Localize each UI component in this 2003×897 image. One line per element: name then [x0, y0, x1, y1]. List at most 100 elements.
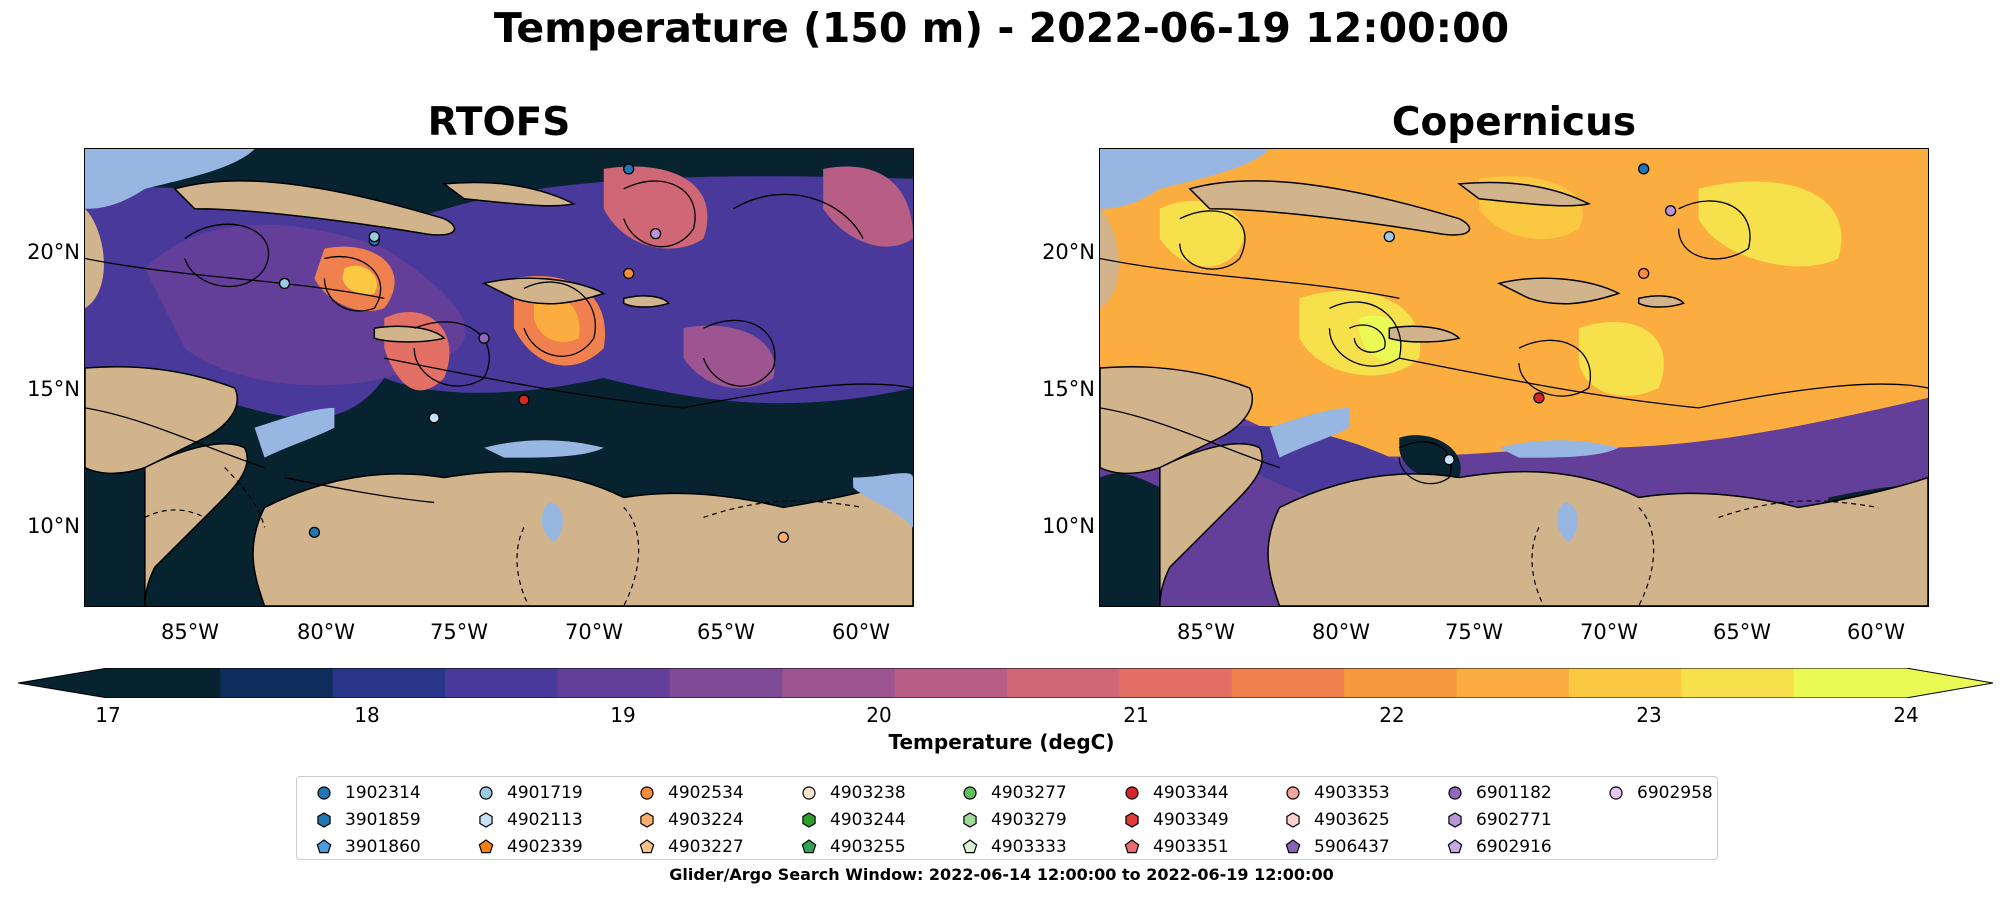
pentagon-marker-icon [801, 839, 817, 854]
hexagon-marker-icon [640, 812, 654, 828]
pentagon-marker-icon [1124, 839, 1140, 854]
legend-item: 4903351 [1123, 837, 1229, 857]
colorbar-segment [1681, 668, 1795, 698]
legend-item-label: 4903344 [1153, 783, 1229, 803]
legend-item: 4903227 [638, 837, 744, 857]
circle-marker-icon [1125, 786, 1139, 800]
y-tick-left-1: 15°N [27, 377, 80, 401]
x-tick-left-1: 80°W [297, 620, 355, 644]
hexagon-marker-icon [1125, 812, 1139, 828]
legend-item: 3901860 [315, 837, 421, 857]
legend-item-label: 4901719 [507, 783, 583, 803]
x-tick-right-0: 85°W [1177, 620, 1235, 644]
legend-item: 4901719 [477, 783, 583, 803]
legend-item: 3901859 [315, 810, 421, 830]
y-tick-left-0: 20°N [27, 240, 80, 264]
legend-item-label: 4903277 [991, 783, 1067, 803]
x-tick-right-2: 75°W [1445, 620, 1503, 644]
x-tick-left-2: 75°W [430, 620, 488, 644]
circle-marker-icon [640, 786, 654, 800]
legend-item: 4903277 [961, 783, 1067, 803]
colorbar-segment [220, 668, 334, 698]
legend-item: 6901182 [1446, 783, 1552, 803]
pentagon-marker-icon [1285, 839, 1301, 854]
legend-item-label: 4903349 [1153, 810, 1229, 830]
legend-item-label: 4903333 [991, 837, 1067, 857]
legend-item: 4902339 [477, 837, 583, 857]
legend-item-label: 4903353 [1314, 783, 1390, 803]
temperature-colorbar [18, 668, 1993, 698]
figure-title: Temperature (150 m) - 2022-06-19 12:00:0… [493, 4, 1510, 52]
float-legend: 1902314 3901859 3901860 4901719 4902113 49023… [296, 776, 1718, 860]
x-tick-left-5: 60°W [832, 620, 890, 644]
hexagon-marker-icon [1448, 812, 1462, 828]
x-tick-right-1: 80°W [1312, 620, 1370, 644]
circle-marker-icon [317, 786, 331, 800]
legend-item-label: 1902314 [345, 783, 421, 803]
legend-item: 6902916 [1446, 837, 1552, 857]
legend-item: 4903625 [1284, 810, 1390, 830]
colorbar-segment [1231, 668, 1345, 698]
circle-marker-icon [1448, 786, 1462, 800]
rtofs-map [84, 148, 914, 607]
colorbar-tick-6: 23 [1636, 703, 1662, 727]
legend-item-label: 6902771 [1476, 810, 1552, 830]
pentagon-marker-icon [316, 839, 332, 854]
legend-item: 4903279 [961, 810, 1067, 830]
colorbar-tick-5: 22 [1379, 703, 1405, 727]
legend-item: 4903353 [1284, 783, 1390, 803]
colorbar-segment [108, 668, 221, 698]
colorbar-segment [557, 668, 671, 698]
legend-item-label: 6902958 [1637, 783, 1713, 803]
legend-item-label: 4903227 [668, 837, 744, 857]
legend-item: 4903344 [1123, 783, 1229, 803]
legend-item: 4903349 [1123, 810, 1229, 830]
y-tick-right-2: 10°N [1042, 514, 1095, 538]
colorbar-segment [894, 668, 1008, 698]
x-tick-left-3: 70°W [565, 620, 623, 644]
legend-item: 4902534 [638, 783, 744, 803]
x-tick-right-4: 65°W [1713, 620, 1771, 644]
colorbar-segment [782, 668, 896, 698]
circle-marker-icon [1286, 786, 1300, 800]
circle-marker-icon [963, 786, 977, 800]
legend-item: 4902113 [477, 810, 583, 830]
colorbar-tick-4: 21 [1123, 703, 1149, 727]
colorbar-segment [332, 668, 446, 698]
search-window-caption: Glider/Argo Search Window: 2022-06-14 12… [669, 865, 1334, 884]
x-tick-right-5: 60°W [1847, 620, 1905, 644]
legend-item: 5906437 [1284, 837, 1390, 857]
legend-item-label: 4902339 [507, 837, 583, 857]
colorbar-tick-3: 20 [866, 703, 892, 727]
colorbar-segment [1793, 668, 1907, 698]
pentagon-marker-icon [639, 839, 655, 854]
legend-item: 4903244 [800, 810, 906, 830]
colorbar-extend-low [18, 668, 108, 698]
circle-marker-icon [802, 786, 816, 800]
hexagon-marker-icon [317, 812, 331, 828]
y-tick-right-0: 20°N [1042, 240, 1095, 264]
legend-item-label: 6902916 [1476, 837, 1552, 857]
legend-item-label: 3901860 [345, 837, 421, 857]
legend-item-label: 4903255 [830, 837, 906, 857]
x-tick-right-3: 70°W [1580, 620, 1638, 644]
x-tick-left-0: 85°W [161, 620, 219, 644]
colorbar-segment [669, 668, 783, 698]
copernicus-map [1099, 148, 1929, 607]
colorbar-label: Temperature (degC) [888, 730, 1115, 754]
panel-title-rtofs: RTOFS [427, 100, 571, 145]
legend-item: 4903255 [800, 837, 906, 857]
colorbar-extend-high [1906, 668, 1993, 698]
colorbar-segment [445, 668, 559, 698]
legend-item-label: 4903238 [830, 783, 906, 803]
colorbar-tick-1: 18 [354, 703, 380, 727]
legend-item-label: 4903244 [830, 810, 906, 830]
hexagon-marker-icon [1286, 812, 1300, 828]
legend-item-label: 5906437 [1314, 837, 1390, 857]
colorbar-segment [1119, 668, 1233, 698]
hexagon-marker-icon [479, 812, 493, 828]
legend-item: 6902771 [1446, 810, 1552, 830]
y-tick-left-2: 10°N [27, 514, 80, 538]
y-tick-right-1: 15°N [1042, 377, 1095, 401]
panel-title-copernicus: Copernicus [1391, 100, 1637, 145]
